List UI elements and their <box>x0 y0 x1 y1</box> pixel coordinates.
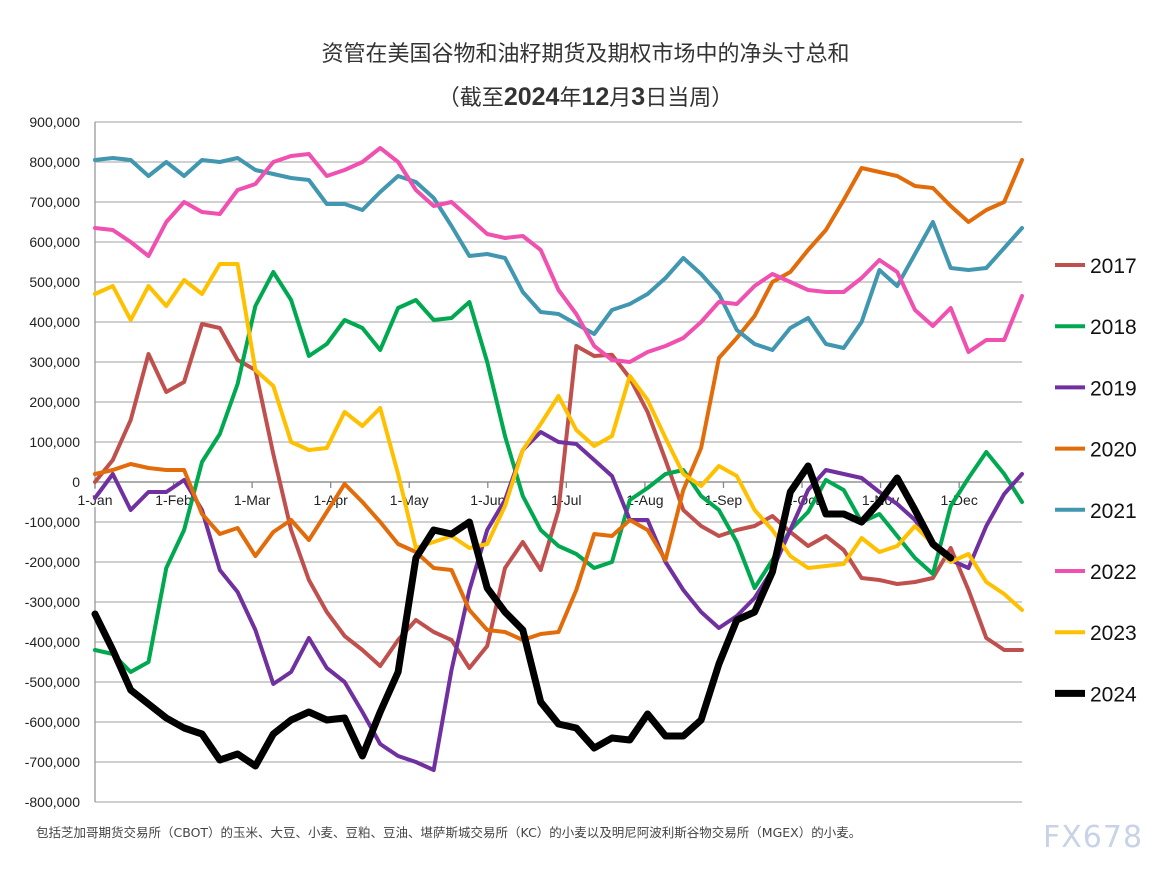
y-tick-label: -800,000 <box>25 794 80 810</box>
y-tick-label: -600,000 <box>25 714 80 730</box>
legend-label-2020: 2020 <box>1090 439 1137 462</box>
y-tick-label: -300,000 <box>25 594 80 610</box>
subtitle-prefix: （截至 <box>437 86 504 111</box>
x-tick-label-bg <box>228 489 277 507</box>
series-line-2019 <box>93 430 1024 772</box>
footnote: 包括芝加哥期货交易所（CBOT）的玉米、大豆、小麦、豆粕、豆油、堪萨斯城交易所（… <box>36 825 862 840</box>
x-tick-label-bg <box>463 489 512 507</box>
series-line-2018 <box>93 270 1024 674</box>
y-tick-label: 900,000 <box>29 114 80 130</box>
subtitle-year: 2024 <box>503 83 560 111</box>
y-tick-label: 400,000 <box>29 314 80 330</box>
legend-label-2023: 2023 <box>1090 622 1137 645</box>
x-tick-label: 1-Feb <box>155 492 192 508</box>
x-tick-label-bg <box>385 489 434 507</box>
y-tick-label: -100,000 <box>25 514 80 530</box>
x-tick-label-bg <box>935 489 984 507</box>
y-tick-label: 0 <box>72 474 80 490</box>
y-tick-label: 800,000 <box>29 154 80 170</box>
x-tick-label: 1-Mar <box>234 492 271 508</box>
fx678-logo: FX678 <box>1043 820 1144 855</box>
series-line-2023 <box>93 262 1024 612</box>
x-tick-label-bg <box>306 489 355 507</box>
subtitle-suffix: 日当周） <box>645 86 734 111</box>
legend-label-2018: 2018 <box>1090 316 1137 339</box>
chart-title: 资管在美国谷物和油籽期货及期权市场中的净头寸总和 <box>321 42 850 67</box>
y-tick-label: 500,000 <box>29 274 80 290</box>
legend-label-2017: 2017 <box>1090 255 1137 278</box>
y-tick-label: -400,000 <box>25 634 80 650</box>
y-tick-label: -200,000 <box>25 554 80 570</box>
subtitle-month-char: 月 <box>609 86 632 111</box>
y-tick-label: 200,000 <box>29 394 80 410</box>
x-tick-label: 1-Jun <box>470 492 505 508</box>
subtitle-day: 3 <box>631 83 646 111</box>
series-line-2020 <box>93 158 1024 642</box>
y-tick-label: -500,000 <box>25 674 80 690</box>
series-line-2024 <box>91 462 955 770</box>
series-line-2017 <box>93 322 1024 670</box>
y-tick-label: -700,000 <box>25 754 80 770</box>
chart-subtitle: （截至2024年12月3日当周） <box>0 80 1171 112</box>
x-tick-label: 1-Apr <box>314 492 349 508</box>
y-tick-label: 700,000 <box>29 194 80 210</box>
x-tick-label-bg <box>620 489 669 507</box>
legend-label-2022: 2022 <box>1090 561 1137 584</box>
x-tick-label: 1-May <box>390 492 429 508</box>
legend-label-2024: 2024 <box>1090 683 1137 706</box>
legend-label-2021: 2021 <box>1090 500 1137 523</box>
y-tick-label: 100,000 <box>29 434 80 450</box>
y-tick-label: 300,000 <box>29 354 80 370</box>
y-tick-label: 600,000 <box>29 234 80 250</box>
legend-label-2019: 2019 <box>1090 377 1137 400</box>
x-tick-label-bg <box>542 489 591 507</box>
subtitle-month: 12 <box>581 83 610 111</box>
subtitle-year-char: 年 <box>559 86 582 111</box>
x-tick-label: 1-Jul <box>551 492 581 508</box>
series-line-2021 <box>93 156 1024 352</box>
series-line-2022 <box>93 146 1024 364</box>
